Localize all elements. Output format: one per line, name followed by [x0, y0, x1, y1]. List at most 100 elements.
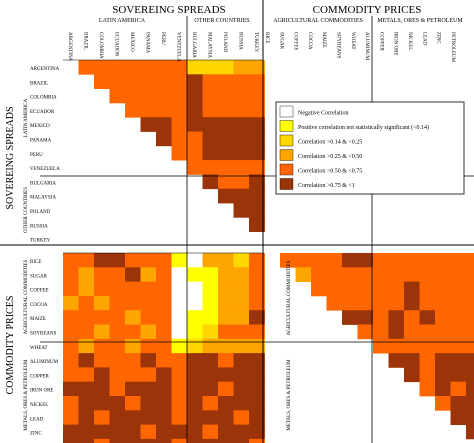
heatmap-cell-peru-venezuela [171, 145, 188, 161]
heatmap-cell-nickel-bulgaria [187, 396, 203, 411]
heatmap-cell-wheat-malaysia [202, 338, 219, 354]
heatmap-cell-maize-soybeans [342, 310, 358, 325]
heatmap-cell-coffee-copper [388, 281, 405, 297]
heatmap-cell-rice-russia [233, 253, 250, 268]
heatmap-cell-rice-lead [435, 253, 451, 268]
heatmap-cells [63, 60, 474, 443]
heatmap-cell-bulgaria-poland [218, 174, 234, 190]
heatmap-cell-peru-poland [218, 145, 234, 161]
heatmap-cell-petroleum-russia [233, 438, 250, 443]
heatmap-cell-rice-zinc [450, 253, 467, 268]
heatmap-cell-cocoa-russia [233, 295, 250, 311]
heatmap-cell-wheat-zinc [450, 338, 467, 354]
heatmap-cell-maize-nickel [419, 310, 436, 325]
heatmap-cell-sugar-nickel [419, 267, 436, 282]
heatmap-cell-cocoa-peru [156, 295, 172, 311]
group-label-top-other: OTHER COUNTRIES [194, 18, 249, 24]
heatmap-cell-petroleum-colombia [94, 438, 110, 443]
row-label-malaysia: MALAYSIA [30, 196, 56, 201]
heatmap-cell-maize-russia [233, 310, 250, 325]
heatmap-cell-coffee-nickel [419, 281, 436, 297]
row-label-aluminum: ALUMINUM [30, 360, 59, 365]
heatmap-cell-cocoa-soybeans [342, 295, 358, 311]
heatmap-cell-mexico-russia [233, 117, 250, 132]
heatmap-cell-zinc-poland [218, 424, 234, 440]
group-label-top-latam: LATIN AMERICA [99, 18, 146, 24]
heatmap-cell-soybeans-malaysia [202, 324, 219, 340]
col-label-wheat: WHEAT [350, 32, 355, 50]
heatmap-cell-rice-nickel [419, 253, 436, 268]
heatmap-cell-copper-lead [435, 367, 451, 383]
legend-label-2: Correlation >0.14 & <0.25 [298, 140, 362, 146]
commodity-block-title-vertical: COMMODITY PRICES [5, 296, 16, 395]
heatmap-cell-lead-colombia [94, 410, 110, 425]
heatmap-cell-rice-ecuador [109, 253, 126, 268]
heatmap-cell-coffee-maize [326, 281, 343, 297]
heatmap-cell-wheat-lead [435, 338, 451, 354]
heatmap-cell-cocoa-maize [326, 295, 343, 311]
heatmap-cell-coffee-turkey [249, 281, 265, 297]
col-label-mexico: MEXICO [129, 32, 134, 52]
heatmap-cell-rice-wheat [357, 253, 374, 268]
heatmap-cell-maize-turkey [249, 310, 265, 325]
col-label-bulgaria: BULGARIA [191, 32, 196, 58]
heatmap-cell-ecuador-peru [156, 102, 172, 118]
legend-label-4: Correlation >0.50 & <0.75 [298, 169, 362, 175]
heatmap-cell-cocoa-malaysia [202, 295, 219, 311]
heatmap-cell-lead-bulgaria [187, 410, 203, 425]
heatmap-cell-ecuador-venezuela [171, 102, 188, 118]
heatmap-cell-sugar-wheat [357, 267, 374, 282]
heatmap-cell-sugar-lead [435, 267, 451, 282]
col-label-cocoa: COCOA [307, 32, 312, 50]
heatmap-cell-soybeans-brazil [78, 324, 95, 340]
heatmap-cell-argentina-mexico [125, 60, 141, 75]
heatmap-cell-maize-malaysia [202, 310, 219, 325]
heatmap-cell-rice-colombia [94, 253, 110, 268]
heatmap-cell-mexico-venezuela [171, 117, 188, 132]
heatmap-cell-petroleum-bulgaria [187, 438, 203, 443]
heatmap-cell-maize-lead [435, 310, 451, 325]
heatmap-cell-soybeans-iron-ore [404, 324, 420, 340]
heatmap-cell-soybeans-nickel [419, 324, 436, 340]
heatmap-cell-coffee-ecuador [109, 281, 126, 297]
heatmap-cell-ecuador-poland [218, 102, 234, 118]
heatmap-cell-wheat-petroleum [466, 338, 474, 354]
heatmap-cell-wheat-bulgaria [187, 338, 203, 354]
heatmap-cell-copper-mexico [125, 367, 141, 383]
heatmap-cell-panama-bulgaria [187, 131, 203, 147]
heatmap-cell-cocoa-wheat [357, 295, 374, 311]
heatmap-cell-wheat-iron-ore [404, 338, 420, 354]
row-label-soybeans: SOYBEANS [30, 332, 57, 337]
heatmap-cell-lead-argentina [63, 410, 79, 425]
heatmap-cell-coffee-panama [140, 281, 157, 297]
heatmap-cell-iron-ore-ecuador [109, 381, 126, 397]
heatmap-cell-coffee-colombia [94, 281, 110, 297]
heatmap-cell-brazil-panama [140, 74, 157, 89]
heatmap-cell-iron-ore-venezuela [171, 381, 188, 397]
heatmap-cell-bulgaria-turkey [249, 174, 265, 190]
heatmap-cell-sugar-colombia [94, 267, 110, 282]
heatmap-cell-brazil-turkey [249, 74, 265, 89]
heatmap-cell-ecuador-panama [140, 102, 157, 118]
heatmap-cell-panama-poland [218, 131, 234, 147]
heatmap-cell-coffee-poland [218, 281, 234, 297]
heatmap-cell-iron-ore-poland [218, 381, 234, 397]
heatmap-cell-rice-panama [140, 253, 157, 268]
heatmap-cell-cocoa-argentina [63, 295, 79, 311]
heatmap-cell-coffee-soybeans [342, 281, 358, 297]
heatmap-cell-cocoa-nickel [419, 295, 436, 311]
heatmap-cell-maize-ecuador [109, 310, 126, 325]
row-label-sugar: SUGAR [30, 274, 48, 279]
heatmap-cell-nickel-peru [156, 396, 172, 411]
row-label-poland: POLAND [30, 210, 51, 215]
heatmap-cell-iron-ore-turkey [249, 381, 265, 397]
heatmap-cell-poland-turkey [249, 203, 265, 218]
heatmap-cell-aluminum-turkey [249, 353, 265, 368]
col-label-iron-ore: IRON ORE [393, 32, 398, 55]
row-label-cocoa: COCOA [30, 303, 48, 308]
row-label-zinc: ZINC [30, 432, 42, 437]
heatmap-cell-petroleum-panama [140, 438, 157, 443]
group-label-left-metal: METALS, ORES & PETROLEUM [24, 359, 29, 431]
heatmap-cell-wheat-colombia [94, 338, 110, 354]
heatmap-cell-soybeans-ecuador [109, 324, 126, 340]
